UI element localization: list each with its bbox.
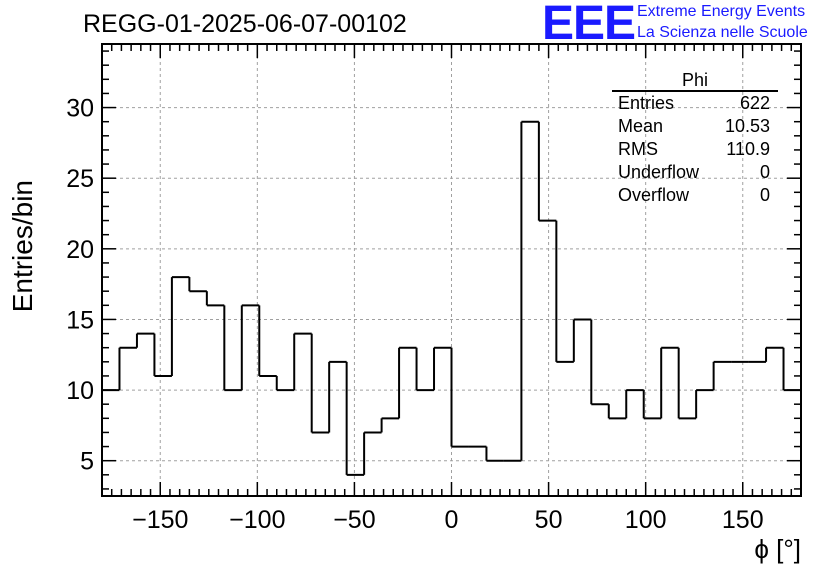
stats-value: 10.53 bbox=[724, 116, 770, 136]
y-tick-label: 5 bbox=[80, 448, 94, 476]
stats-value: 0 bbox=[759, 162, 770, 182]
stats-row: Entries 622 bbox=[612, 92, 778, 115]
stats-row: Overflow 0 bbox=[612, 184, 778, 207]
stats-row: Underflow 0 bbox=[612, 161, 778, 184]
x-tick-label: 150 bbox=[722, 506, 764, 534]
logo-caption-line1: Extreme Energy Events bbox=[637, 3, 806, 20]
logo-caption-line2: La Scienza nelle Scuole bbox=[637, 24, 808, 41]
y-tick-label: 30 bbox=[66, 95, 94, 123]
x-axis-label: ϕ [°] bbox=[754, 534, 801, 564]
stats-value: 110.9 bbox=[726, 139, 770, 159]
histogram-layer bbox=[102, 120, 801, 476]
stats-label: Underflow bbox=[618, 162, 700, 182]
stats-label: RMS bbox=[618, 139, 658, 159]
x-tick-label: −100 bbox=[229, 506, 285, 534]
y-tick-label: 25 bbox=[66, 165, 94, 193]
stats-box: Phi Entries 622 Mean 10.53 RMS 110.9 Und… bbox=[612, 70, 778, 207]
x-tick-label: 0 bbox=[445, 506, 459, 534]
stats-value: 0 bbox=[759, 185, 770, 205]
stats-value: 622 bbox=[739, 93, 770, 113]
x-tick-label: 50 bbox=[535, 506, 563, 534]
stats-row: RMS 110.9 bbox=[612, 138, 778, 161]
stats-label: Entries bbox=[618, 93, 675, 113]
x-tick-label: 100 bbox=[625, 506, 667, 534]
eee-logo: EEE bbox=[542, 0, 636, 50]
plot-title: REGG-01-2025-06-07-00102 bbox=[83, 10, 407, 38]
tick-layer bbox=[102, 44, 801, 496]
stats-title: Phi bbox=[612, 70, 778, 92]
x-tick-label: −50 bbox=[333, 506, 375, 534]
y-axis-label: Entries/bin bbox=[7, 180, 38, 312]
stats-label: Overflow bbox=[618, 185, 690, 205]
y-tick-label: 15 bbox=[66, 306, 94, 334]
stats-label: Mean bbox=[618, 116, 664, 136]
y-tick-label: 20 bbox=[66, 236, 94, 264]
y-tick-label: 10 bbox=[66, 377, 94, 405]
grid-layer bbox=[102, 44, 801, 496]
stats-row: Mean 10.53 bbox=[612, 115, 778, 138]
x-tick-label: −150 bbox=[132, 506, 188, 534]
tick-label-layer: −150 −100 −50 0 50 100 150 5 10 15 20 25 30 bbox=[66, 95, 763, 534]
